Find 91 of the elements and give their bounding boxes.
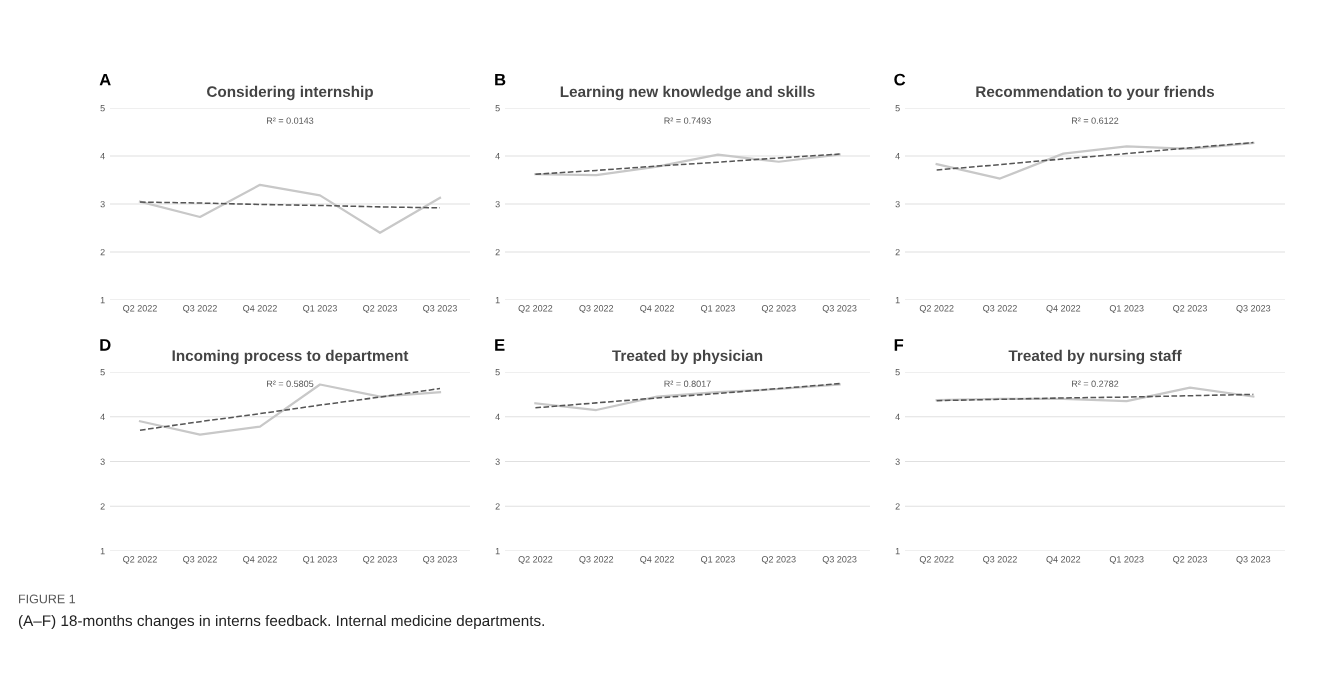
x-tick-label: Q3 2023 bbox=[822, 305, 857, 314]
x-tick-label: Q4 2022 bbox=[640, 305, 674, 314]
text: E bbox=[495, 339, 505, 351]
line-series bbox=[138, 183, 442, 234]
line-series bbox=[935, 141, 1255, 180]
x-tick-label: Q2 2023 bbox=[1173, 556, 1207, 565]
x-tick-label: Q2 2023 bbox=[761, 305, 796, 314]
x-tick-label: Q2 2023 bbox=[761, 556, 796, 565]
y-tick-label: 3 bbox=[495, 458, 500, 465]
annotation: R² = 0.7493 bbox=[664, 117, 711, 124]
x-tick-label: Q4 2022 bbox=[640, 556, 674, 565]
x-tick-label: Q3 2022 bbox=[983, 305, 1017, 314]
y-tick-label: 3 bbox=[895, 200, 900, 208]
y-tick-label: 5 bbox=[100, 369, 105, 376]
chart-title: Learning new knowledge and skills bbox=[560, 85, 815, 101]
y-tick-label: 3 bbox=[495, 200, 500, 208]
caption: FIGURE 1 bbox=[19, 594, 76, 604]
x-tick-label: Q3 2022 bbox=[983, 556, 1017, 565]
text: (A–F) 18-months changes in interns feedback. Internal medicine departments. bbox=[18, 614, 544, 630]
x-tick-label: Q3 2023 bbox=[1236, 556, 1271, 565]
y-tick-label: 1 bbox=[495, 297, 500, 304]
x-tick-label: Q2 2022 bbox=[518, 305, 553, 314]
y-tick-label: 3 bbox=[895, 458, 900, 465]
x-tick-label: Q1 2023 bbox=[701, 305, 735, 314]
y-tick-label: 4 bbox=[100, 413, 105, 421]
y-tick-label: 2 bbox=[895, 503, 900, 510]
y-tick-label: 5 bbox=[495, 369, 500, 376]
annotation: R² = 0.5805 bbox=[267, 380, 314, 387]
y-tick-label: 1 bbox=[895, 297, 900, 304]
x-tick-label: Q2 2022 bbox=[123, 305, 157, 314]
x-tick-label: Q1 2023 bbox=[1109, 305, 1144, 314]
chart-title: Treated by physician bbox=[612, 349, 763, 365]
y-tick-label: 2 bbox=[495, 248, 500, 256]
y-tick-label: 2 bbox=[100, 248, 105, 256]
y-tick-label: 5 bbox=[100, 105, 105, 112]
x-tick-label: Q3 2022 bbox=[183, 556, 217, 565]
annotation: R² = 0.0143 bbox=[267, 117, 314, 124]
x-tick-label: Q2 2023 bbox=[363, 305, 397, 314]
x-tick-label: Q3 2023 bbox=[1236, 305, 1271, 314]
y-tick-label: 2 bbox=[895, 248, 900, 256]
y-tick-label: 5 bbox=[895, 369, 900, 376]
y-tick-label: 4 bbox=[495, 413, 500, 421]
x-tick-label: Q1 2023 bbox=[1109, 556, 1144, 565]
x-tick-label: Q3 2022 bbox=[579, 305, 614, 314]
chart-title: Incoming process to department bbox=[172, 349, 409, 365]
text: D bbox=[100, 339, 111, 351]
chart-title: Treated by nursing staff bbox=[1008, 349, 1182, 365]
x-tick-label: Q3 2023 bbox=[822, 556, 857, 565]
chart-title: Considering internship bbox=[207, 85, 373, 101]
x-tick-label: Q2 2022 bbox=[919, 305, 954, 314]
annotation: R² = 0.2782 bbox=[1072, 380, 1119, 387]
y-tick-label: 3 bbox=[100, 200, 105, 208]
chart-title: Recommendation to your friends bbox=[976, 85, 1215, 101]
x-tick-label: Q3 2023 bbox=[423, 305, 457, 314]
y-tick-label: 5 bbox=[895, 105, 900, 112]
line-series bbox=[935, 386, 1255, 403]
x-tick-label: Q3 2022 bbox=[579, 556, 614, 565]
y-tick-label: 1 bbox=[895, 548, 900, 555]
y-tick-label: 4 bbox=[495, 153, 500, 160]
annotation: R² = 0.8017 bbox=[664, 380, 711, 387]
y-tick-label: 4 bbox=[100, 153, 105, 160]
line-series bbox=[935, 393, 1255, 402]
x-tick-label: Q4 2022 bbox=[1046, 305, 1081, 314]
y-tick-label: 1 bbox=[495, 548, 500, 555]
x-tick-label: Q4 2022 bbox=[243, 305, 277, 314]
x-tick-label: Q4 2022 bbox=[1046, 556, 1081, 565]
x-tick-label: Q1 2023 bbox=[701, 556, 735, 565]
text: F bbox=[894, 339, 904, 351]
x-tick-label: Q2 2023 bbox=[1173, 305, 1207, 314]
x-tick-label: Q2 2023 bbox=[363, 556, 397, 565]
text: C bbox=[894, 73, 906, 86]
y-tick-label: 3 bbox=[100, 458, 105, 465]
x-tick-label: Q1 2023 bbox=[303, 305, 337, 314]
line-series bbox=[935, 141, 1255, 171]
y-tick-label: 4 bbox=[895, 413, 900, 421]
y-tick-label: 5 bbox=[495, 105, 500, 112]
x-tick-label: Q2 2022 bbox=[518, 556, 553, 565]
x-tick-label: Q4 2022 bbox=[243, 556, 277, 565]
y-tick-label: 2 bbox=[495, 503, 500, 510]
x-tick-label: Q3 2023 bbox=[423, 556, 457, 565]
x-tick-label: Q1 2023 bbox=[303, 556, 337, 565]
y-tick-label: 4 bbox=[895, 153, 900, 160]
x-tick-label: Q2 2022 bbox=[919, 556, 954, 565]
text: A bbox=[99, 73, 111, 86]
x-tick-label: Q3 2022 bbox=[183, 305, 217, 314]
y-tick-label: 1 bbox=[100, 548, 105, 555]
y-tick-label: 1 bbox=[100, 297, 105, 304]
annotation: R² = 0.6122 bbox=[1072, 117, 1119, 124]
text: B bbox=[495, 73, 506, 86]
y-tick-label: 2 bbox=[100, 503, 105, 510]
x-tick-label: Q2 2022 bbox=[123, 556, 157, 565]
